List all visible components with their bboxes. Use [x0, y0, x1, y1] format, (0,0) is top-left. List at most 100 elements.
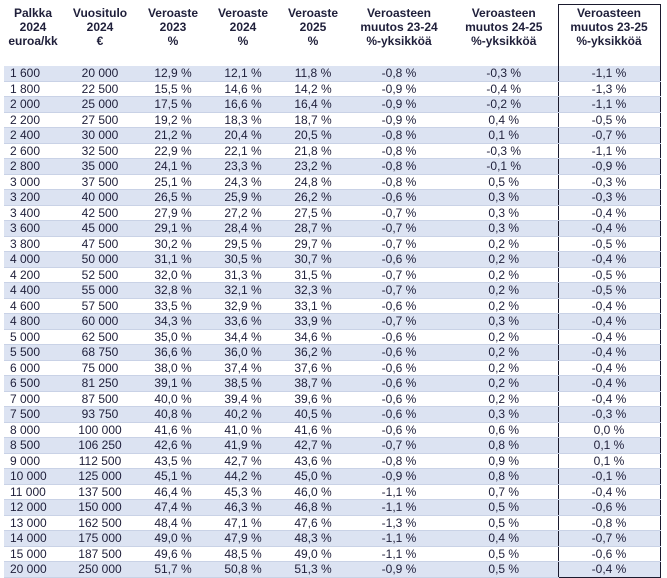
cell-change-24-25: 0,3 %: [450, 406, 558, 423]
cell-tax-rate-2024: 47,1 %: [208, 515, 278, 531]
cell-change-23-25: 0,1 %: [557, 437, 661, 454]
cell-tax-rate-2024: 36,0 %: [208, 344, 278, 361]
cell-salary-month: 5 000: [4, 329, 62, 345]
cell-change-24-25: 0,3 %: [450, 189, 558, 206]
cell-change-23-25: 0,1 %: [557, 453, 661, 469]
cell-annual-income: 55 000: [62, 282, 138, 299]
cell-tax-rate-2024: 24,3 %: [208, 174, 278, 190]
cell-tax-rate-2024: 46,3 %: [208, 499, 278, 516]
table-row: 2 000 25 000 17,5 % 16,6 % 16,4 % -0,9 % -0,2 …: [4, 96, 661, 113]
table-row: 8 500 106 250 42,6 % 41,9 % 42,7 % -0,7 % 0,8 …: [4, 437, 661, 454]
table-row: 7 000 87 500 40,0 % 39,4 % 39,6 % -0,6 % 0,2 %…: [4, 391, 661, 407]
cell-change-23-24: -0,8 %: [348, 66, 450, 82]
table-row: 5 500 68 750 36,6 % 36,0 % 36,2 % -0,6 % 0,2 %…: [4, 344, 661, 361]
table-row: 3 400 42 500 27,9 % 27,2 % 27,5 % -0,7 % 0,3 %…: [4, 205, 661, 221]
cell-salary-month: 1 600: [4, 66, 62, 82]
cell-change-23-25: -0,5 %: [557, 236, 661, 252]
cell-tax-rate-2025: 45,0 %: [278, 468, 348, 485]
column-header-line: Veroasteen: [366, 5, 432, 20]
table-row: 13 000 162 500 48,4 % 47,1 % 47,6 % -1,3 % 0,5…: [4, 515, 661, 531]
cell-tax-rate-2025: 33,9 %: [278, 313, 348, 330]
table-row: 11 000 137 500 46,4 % 45,3 % 46,0 % -1,1 % 0,7…: [4, 484, 661, 500]
cell-tax-rate-2024: 41,9 %: [208, 437, 278, 454]
column-header-tax-rate-2023: Veroaste 2023%: [138, 5, 208, 56]
cell-salary-month: 13 000: [4, 515, 62, 531]
cell-annual-income: 100 000: [62, 422, 138, 438]
table-row: 4 200 52 500 32,0 % 31,3 % 31,5 % -0,7 % 0,2 %…: [4, 267, 661, 283]
cell-change-23-24: -0,6 %: [348, 329, 450, 345]
cell-annual-income: 175 000: [62, 530, 138, 547]
cell-change-23-25: -0,4 %: [557, 329, 661, 345]
cell-tax-rate-2023: 25,1 %: [138, 174, 208, 190]
table-row: 4 800 60 000 34,3 % 33,6 % 33,9 % -0,7 % 0,3 %…: [4, 313, 661, 330]
cell-change-23-25: -1,1 %: [557, 143, 661, 159]
cell-change-23-24: -0,6 %: [348, 391, 450, 407]
cell-tax-rate-2024: 31,3 %: [208, 267, 278, 283]
table-row: 1 800 22 500 15,5 % 14,6 % 14,2 % -0,9 % -0,4 …: [4, 81, 661, 97]
cell-tax-rate-2024: 32,1 %: [208, 282, 278, 299]
cell-annual-income: 75 000: [62, 360, 138, 376]
column-header-line: €: [96, 33, 104, 48]
cell-salary-month: 2 000: [4, 96, 62, 113]
table-row: 5 000 62 500 35,0 % 34,4 % 34,6 % -0,6 % 0,2 %…: [4, 329, 661, 345]
cell-tax-rate-2025: 18,7 %: [278, 112, 348, 128]
table-row: 9 000 112 500 43,5 % 42,7 % 43,6 % -0,8 % 0,9 …: [4, 453, 661, 469]
cell-change-24-25: 0,2 %: [450, 344, 558, 361]
cell-tax-rate-2024: 39,4 %: [208, 391, 278, 407]
cell-change-23-25: -0,4 %: [557, 344, 661, 361]
cell-change-23-25: -0,4 %: [557, 561, 661, 578]
cell-tax-rate-2024: 45,3 %: [208, 484, 278, 500]
cell-tax-rate-2023: 47,4 %: [138, 499, 208, 516]
cell-tax-rate-2024: 16,6 %: [208, 96, 278, 113]
cell-annual-income: 45 000: [62, 220, 138, 237]
cell-change-23-25: -0,4 %: [557, 298, 661, 314]
cell-change-24-25: -0,4 %: [450, 81, 558, 97]
cell-change-23-25: -0,7 %: [557, 127, 661, 144]
cell-tax-rate-2025: 47,6 %: [278, 515, 348, 531]
cell-annual-income: 60 000: [62, 313, 138, 330]
table-row: 6 000 75 000 38,0 % 37,4 % 37,6 % -0,6 % 0,2 %…: [4, 360, 661, 376]
column-header-line: %: [237, 33, 249, 48]
cell-tax-rate-2023: 40,0 %: [138, 391, 208, 407]
column-header-line: Veroaste: [217, 5, 269, 20]
cell-tax-rate-2024: 44,2 %: [208, 468, 278, 485]
table-row: 12 000 150 000 47,4 % 46,3 % 46,8 % -1,1 % 0,5…: [4, 499, 661, 516]
cell-tax-rate-2024: 22,1 %: [208, 143, 278, 159]
cell-tax-rate-2023: 27,9 %: [138, 205, 208, 221]
cell-change-24-25: 0,5 %: [450, 174, 558, 190]
cell-tax-rate-2025: 29,7 %: [278, 236, 348, 252]
table-row: 7 500 93 750 40,8 % 40,2 % 40,5 % -0,6 % 0,3 %…: [4, 406, 661, 423]
cell-change-23-25: -0,4 %: [557, 360, 661, 376]
cell-annual-income: 150 000: [62, 499, 138, 516]
table-body: 1 600 20 000 12,9 % 12,1 % 11,8 % -0,8 % -0,3 …: [4, 66, 661, 578]
table-row: 4 400 55 000 32,8 % 32,1 % 32,3 % -0,7 % 0,2 %…: [4, 282, 661, 299]
cell-tax-rate-2023: 45,1 %: [138, 468, 208, 485]
cell-change-23-24: -0,6 %: [348, 360, 450, 376]
cell-annual-income: 50 000: [62, 251, 138, 268]
cell-tax-rate-2025: 36,2 %: [278, 344, 348, 361]
cell-annual-income: 81 250: [62, 375, 138, 392]
cell-change-23-24: -1,1 %: [348, 499, 450, 516]
table-row: 3 000 37 500 25,1 % 24,3 % 24,8 % -0,8 % 0,5 %…: [4, 174, 661, 190]
cell-change-23-24: -1,1 %: [348, 484, 450, 500]
cell-salary-month: 4 800: [4, 313, 62, 330]
cell-change-23-25: -0,7 %: [557, 530, 661, 547]
column-header-tax-rate-2024: Veroaste 2024%: [208, 5, 278, 56]
cell-salary-month: 9 000: [4, 453, 62, 469]
cell-change-23-25: -0,4 %: [557, 391, 661, 407]
cell-tax-rate-2023: 48,4 %: [138, 515, 208, 531]
cell-tax-rate-2025: 28,7 %: [278, 220, 348, 237]
cell-change-23-24: -0,9 %: [348, 468, 450, 485]
cell-tax-rate-2023: 31,1 %: [138, 251, 208, 268]
cell-change-24-25: -0,3 %: [450, 143, 558, 159]
cell-change-23-25: -0,5 %: [557, 282, 661, 299]
cell-change-24-25: 0,2 %: [450, 391, 558, 407]
cell-change-23-24: -0,6 %: [348, 375, 450, 392]
cell-change-23-25: -1,3 %: [557, 81, 661, 97]
cell-tax-rate-2024: 41,0 %: [208, 422, 278, 438]
cell-change-23-25: -0,3 %: [557, 174, 661, 190]
cell-change-24-25: 0,8 %: [450, 468, 558, 485]
column-header-line: 2024: [229, 19, 257, 34]
table-row: 2 400 30 000 21,2 % 20,4 % 20,5 % -0,8 % 0,1 %…: [4, 127, 661, 144]
cell-annual-income: 40 000: [62, 189, 138, 206]
